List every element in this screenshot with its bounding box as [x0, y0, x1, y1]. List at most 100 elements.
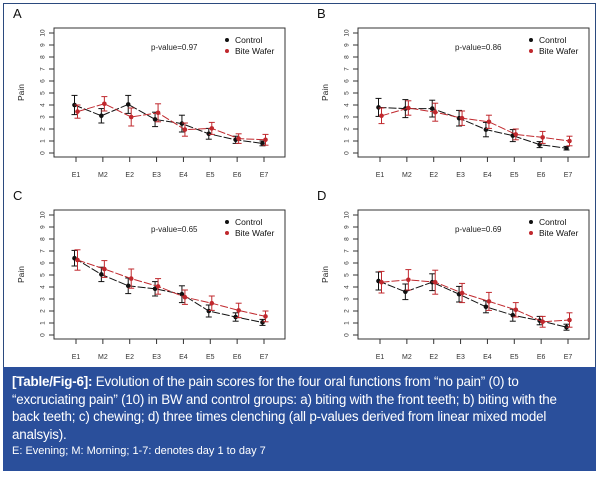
x-tick-label: E1	[72, 354, 81, 361]
y-tick-label: 1	[344, 321, 351, 325]
panel-letter: B	[317, 6, 326, 21]
data-point-bite-wafer	[128, 114, 134, 120]
chart-c: 0 1 2 3 4 5 6 7 8 9 10 Pain E1 M2 E2 E3 E4 E5 E6 E7 p-value=…	[16, 209, 286, 361]
data-point-bite-wafer	[540, 319, 545, 325]
data-point-control	[483, 304, 489, 310]
data-point-control	[403, 289, 408, 295]
data-point-bite-wafer	[406, 105, 411, 111]
y-tick-label: 6	[344, 79, 351, 83]
y-tick-label: 0	[40, 333, 47, 337]
y-tick-label: 2	[40, 309, 47, 313]
data-point-bite-wafer	[513, 307, 519, 313]
data-point-bite-wafer	[379, 279, 384, 285]
legend-label: Bite Wafer	[539, 228, 579, 238]
data-point-bite-wafer	[379, 113, 384, 119]
p-value-annotation: p-value=0.69	[455, 225, 502, 234]
p-value-annotation: p-value=0.86	[455, 43, 502, 52]
y-tick-label: 10	[344, 211, 351, 219]
y-tick-label: 1	[344, 139, 351, 143]
data-point-bite-wafer	[182, 127, 188, 132]
data-point-bite-wafer	[263, 137, 268, 143]
caption-tag: [Table/Fig-6]:	[12, 374, 93, 389]
legend-marker	[529, 49, 533, 53]
x-tick-label: E7	[564, 354, 573, 361]
panel-letter: D	[317, 188, 327, 203]
data-point-control	[125, 283, 131, 289]
data-point-control	[99, 113, 104, 119]
y-tick-label: 5	[40, 91, 47, 95]
y-tick-label: 8	[40, 237, 47, 241]
panel-letter: C	[13, 188, 23, 203]
legend-label: Bite Wafer	[235, 46, 275, 56]
x-tick-label: M2	[402, 172, 412, 179]
x-tick-label: M2	[98, 172, 108, 179]
y-axis-label: Pain	[16, 84, 26, 101]
y-tick-label: 7	[40, 249, 47, 253]
x-tick-label: E2	[429, 172, 438, 179]
series-line-bite-wafer	[77, 103, 266, 141]
y-tick-label: 1	[40, 321, 47, 325]
y-tick-label: 7	[344, 249, 351, 253]
y-tick-label: 10	[344, 29, 351, 37]
y-tick-label: 9	[344, 225, 351, 229]
data-point-bite-wafer	[486, 119, 492, 125]
y-tick-label: 3	[344, 297, 351, 301]
x-tick-label: E4	[179, 354, 188, 361]
y-tick-label: 2	[40, 127, 47, 131]
data-point-control	[99, 272, 104, 277]
data-point-control	[179, 121, 185, 126]
x-tick-label: E4	[179, 172, 188, 179]
data-point-control	[260, 141, 265, 146]
y-tick-label: 10	[40, 29, 47, 37]
y-tick-label: 9	[40, 43, 47, 47]
p-value-annotation: p-value=0.65	[151, 225, 198, 234]
y-tick-label: 2	[344, 127, 351, 131]
y-tick-label: 4	[40, 103, 47, 107]
y-tick-label: 0	[40, 151, 47, 155]
legend-marker	[225, 49, 229, 53]
y-tick-label: 10	[40, 211, 47, 219]
data-point-bite-wafer	[182, 294, 188, 300]
data-point-control	[233, 314, 238, 320]
data-point-bite-wafer	[459, 290, 465, 296]
x-tick-label: M2	[98, 354, 108, 361]
y-tick-label: 5	[344, 273, 351, 277]
data-point-bite-wafer	[459, 115, 465, 121]
series-line-bite-wafer	[381, 107, 570, 142]
legend-label: Control	[539, 217, 567, 227]
data-point-bite-wafer	[513, 132, 519, 137]
data-point-control	[179, 291, 185, 297]
x-tick-label: E5	[206, 172, 215, 179]
x-tick-label: E1	[72, 172, 81, 179]
y-axis-label: Pain	[16, 266, 26, 283]
data-point-bite-wafer	[155, 284, 161, 289]
y-tick-label: 6	[40, 261, 47, 265]
legend-label: Bite Wafer	[235, 228, 275, 238]
data-point-bite-wafer	[567, 317, 572, 323]
p-value-annotation: p-value=0.97	[151, 43, 198, 52]
data-point-bite-wafer	[406, 277, 411, 283]
figure-caption: [Table/Fig-6]: Evolution of the pain sco…	[3, 367, 596, 471]
series-line-control	[74, 257, 263, 323]
data-point-control	[564, 145, 569, 151]
legend-label: Control	[539, 35, 567, 45]
x-tick-label: E2	[125, 172, 134, 179]
data-point-bite-wafer	[209, 126, 215, 131]
data-point-control	[376, 105, 381, 110]
legend-label: Bite Wafer	[539, 46, 579, 56]
x-tick-label: E7	[564, 172, 573, 179]
y-tick-label: 1	[40, 139, 47, 143]
data-point-control	[125, 102, 131, 107]
x-tick-label: E3	[456, 172, 465, 179]
legend-marker	[529, 231, 533, 235]
data-point-bite-wafer	[75, 257, 80, 263]
x-tick-label: E6	[233, 354, 242, 361]
data-point-bite-wafer	[102, 101, 107, 107]
x-tick-label: E2	[125, 354, 134, 361]
x-tick-label: E4	[483, 354, 492, 361]
y-tick-label: 3	[40, 297, 47, 301]
data-point-control	[429, 106, 435, 111]
panel-letter: A	[13, 6, 22, 21]
y-tick-label: 7	[344, 67, 351, 71]
y-tick-label: 0	[344, 151, 351, 155]
